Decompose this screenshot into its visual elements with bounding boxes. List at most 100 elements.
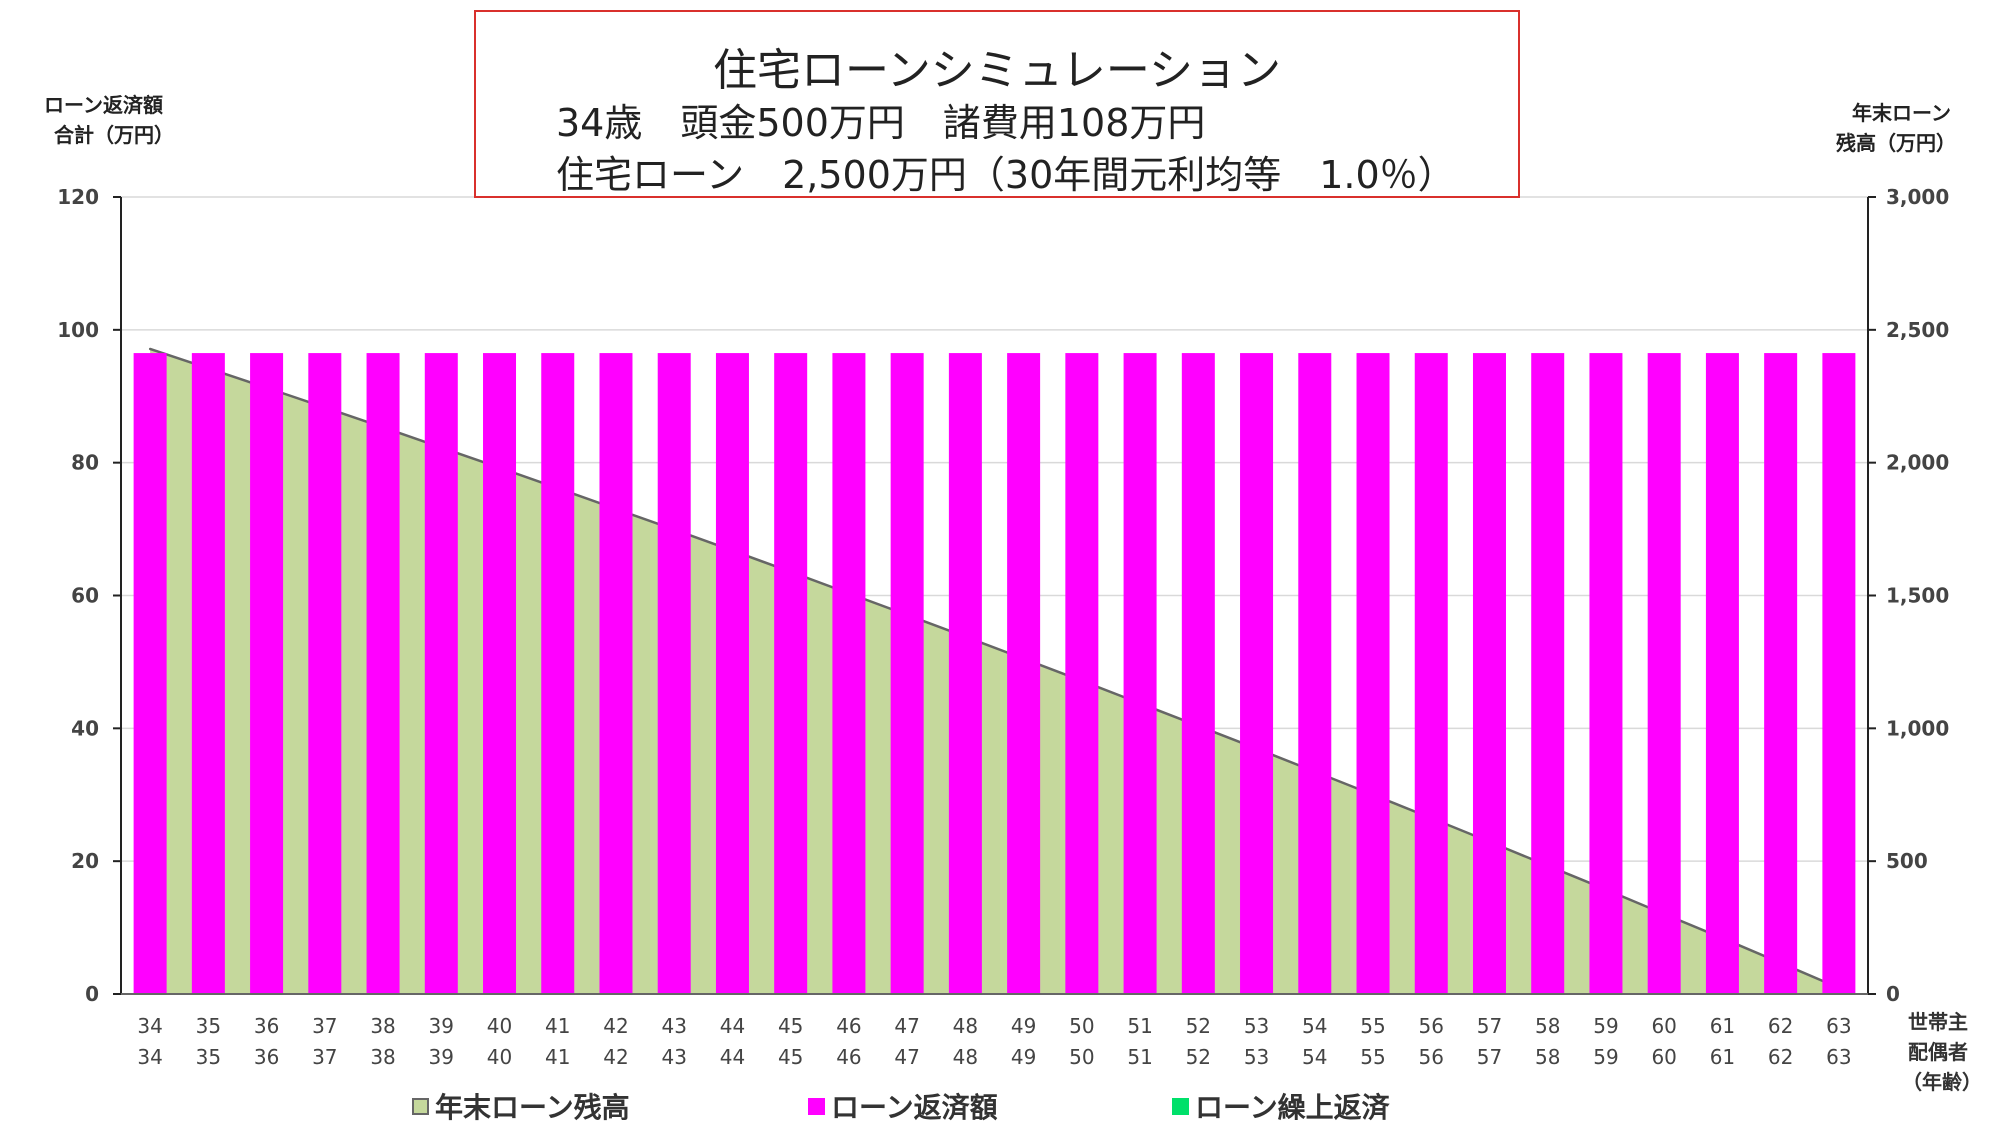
x-tick-label-spouse: 45 [778,1045,803,1069]
x-tick-label-spouse: 46 [836,1045,861,1069]
x-tick-label-spouse: 40 [487,1045,512,1069]
x-tick-label-head: 45 [778,1014,803,1038]
x-tick-label-spouse: 39 [429,1045,454,1069]
x-tick-label-head: 47 [894,1014,919,1038]
right-tick-label: 2,500 [1886,318,1949,342]
x-tick-label-spouse: 43 [661,1045,686,1069]
x-tick-label-head: 42 [603,1014,628,1038]
payment-bar [1472,353,1506,994]
left-axis-title-line1: ローン返済額 [44,93,163,117]
left-axis-title: ローン返済額 合計（万円） [44,90,174,150]
legend-label-prepayment: ローン繰上返済 [1195,1091,1390,1124]
x-tick-label-spouse: 56 [1419,1045,1444,1069]
x-tick-label-head: 36 [254,1014,279,1038]
payment-bar [133,353,167,994]
right-tick-label: 1,500 [1886,584,1949,608]
right-tick-label: 3,000 [1886,185,1949,209]
payment-bar [424,353,458,994]
x-tick-label-head: 55 [1360,1014,1385,1038]
x-tick-label-spouse: 36 [254,1045,279,1069]
payment-bar [657,353,691,994]
payment-bar [191,353,225,994]
x-tick-label-head: 51 [1127,1014,1152,1038]
x-tick-label-spouse: 63 [1826,1045,1851,1069]
x-tick-label-head: 49 [1011,1014,1036,1038]
legend-swatch-balance [412,1097,429,1115]
chart-subtitle-2: 住宅ローン 2,500万円（30年間元利均等 1.0％） [556,153,1456,197]
x-tick-label-head: 52 [1186,1014,1211,1038]
payment-bar [483,353,517,994]
legend-item-balance: 年末ローン残高 [412,1086,630,1126]
payment-bar [541,353,575,994]
x-tick-label-spouse: 52 [1186,1045,1211,1069]
left-tick-label: 80 [71,451,99,475]
payment-bar [1647,353,1681,994]
x-tick-label-head: 63 [1826,1014,1851,1038]
x-tick-label-spouse: 62 [1768,1045,1793,1069]
payment-bar [948,353,982,994]
balance-area-layer [148,347,1841,995]
payment-bar [1356,353,1390,994]
payment-bar [1531,353,1565,994]
x-tick-label-head: 58 [1535,1014,1560,1038]
x-tick-label-head: 44 [720,1014,745,1038]
payment-bar [1764,353,1798,994]
payment-bar [774,353,808,994]
x-tick-label-spouse: 42 [603,1045,628,1069]
x-tick-label-spouse: 57 [1477,1045,1502,1069]
payment-bar [250,353,284,994]
legend-item-payment: ローン返済額 [808,1086,998,1126]
x-tick-label-head: 40 [487,1014,512,1038]
payment-bar [366,353,400,994]
left-tick-label: 120 [57,185,99,209]
balance-point [148,347,152,351]
x-tick-label-head: 60 [1651,1014,1676,1038]
x-tick-label-head: 48 [953,1014,978,1038]
payment-bar [1181,353,1215,994]
balance-area [150,348,1839,995]
x-tick-label-head: 34 [137,1014,162,1038]
payment-bar [890,353,924,994]
payment-bar [1007,353,1041,994]
x-tick-label-spouse: 50 [1069,1045,1094,1069]
x-tick-label-spouse: 54 [1302,1045,1327,1069]
right-tick-label: 500 [1886,849,1928,873]
chart-title: 住宅ローンシミュレーション [712,45,1282,96]
x-tick-label-spouse: 38 [370,1045,395,1069]
left-axis-title-line2: 合計（万円） [54,123,174,147]
right-axis-title-line1: 年末ローン [1852,101,1951,125]
x-tick-label-spouse: 48 [953,1045,978,1069]
x-tick-label-head: 41 [545,1014,570,1038]
x-tick-label-spouse: 34 [137,1045,162,1069]
x-tick-label-head: 59 [1593,1014,1618,1038]
payment-bar [1123,353,1157,994]
right-tick-label: 0 [1886,982,1900,1006]
payment-bar [1414,353,1448,994]
x-tick-label-head: 37 [312,1014,337,1038]
payment-bar [1065,353,1099,994]
x-tick-label-spouse: 58 [1535,1045,1560,1069]
left-tick-label: 60 [71,584,99,608]
x-tick-label-spouse: 49 [1011,1045,1036,1069]
axes [113,196,1876,995]
payment-bar-layer [133,353,1856,994]
x-tick-label-spouse: 35 [196,1045,221,1069]
payment-bar [1589,353,1623,994]
x-tick-label-head: 53 [1244,1014,1269,1038]
x-tick-label-spouse: 41 [545,1045,570,1069]
payment-bar [715,353,749,994]
x-tick-label-spouse: 53 [1244,1045,1269,1069]
left-tick-label: 0 [85,982,99,1006]
legend-label-payment: ローン返済額 [831,1091,998,1124]
right-tick-label: 2,000 [1886,451,1949,475]
chart-title-box: 住宅ローンシミュレーション 34歳 頭金500万円 諸費用108万円 住宅ローン… [474,10,1520,198]
left-tick-label: 20 [71,849,99,873]
left-tick-label: 100 [57,318,99,342]
payment-bar [599,353,633,994]
payment-bar [308,353,342,994]
payment-bar [1240,353,1274,994]
x-tick-label-head: 62 [1768,1014,1793,1038]
x-tick-label-spouse: 47 [894,1045,919,1069]
x-axis-title-spouse: 配偶者 [1908,1040,1968,1064]
